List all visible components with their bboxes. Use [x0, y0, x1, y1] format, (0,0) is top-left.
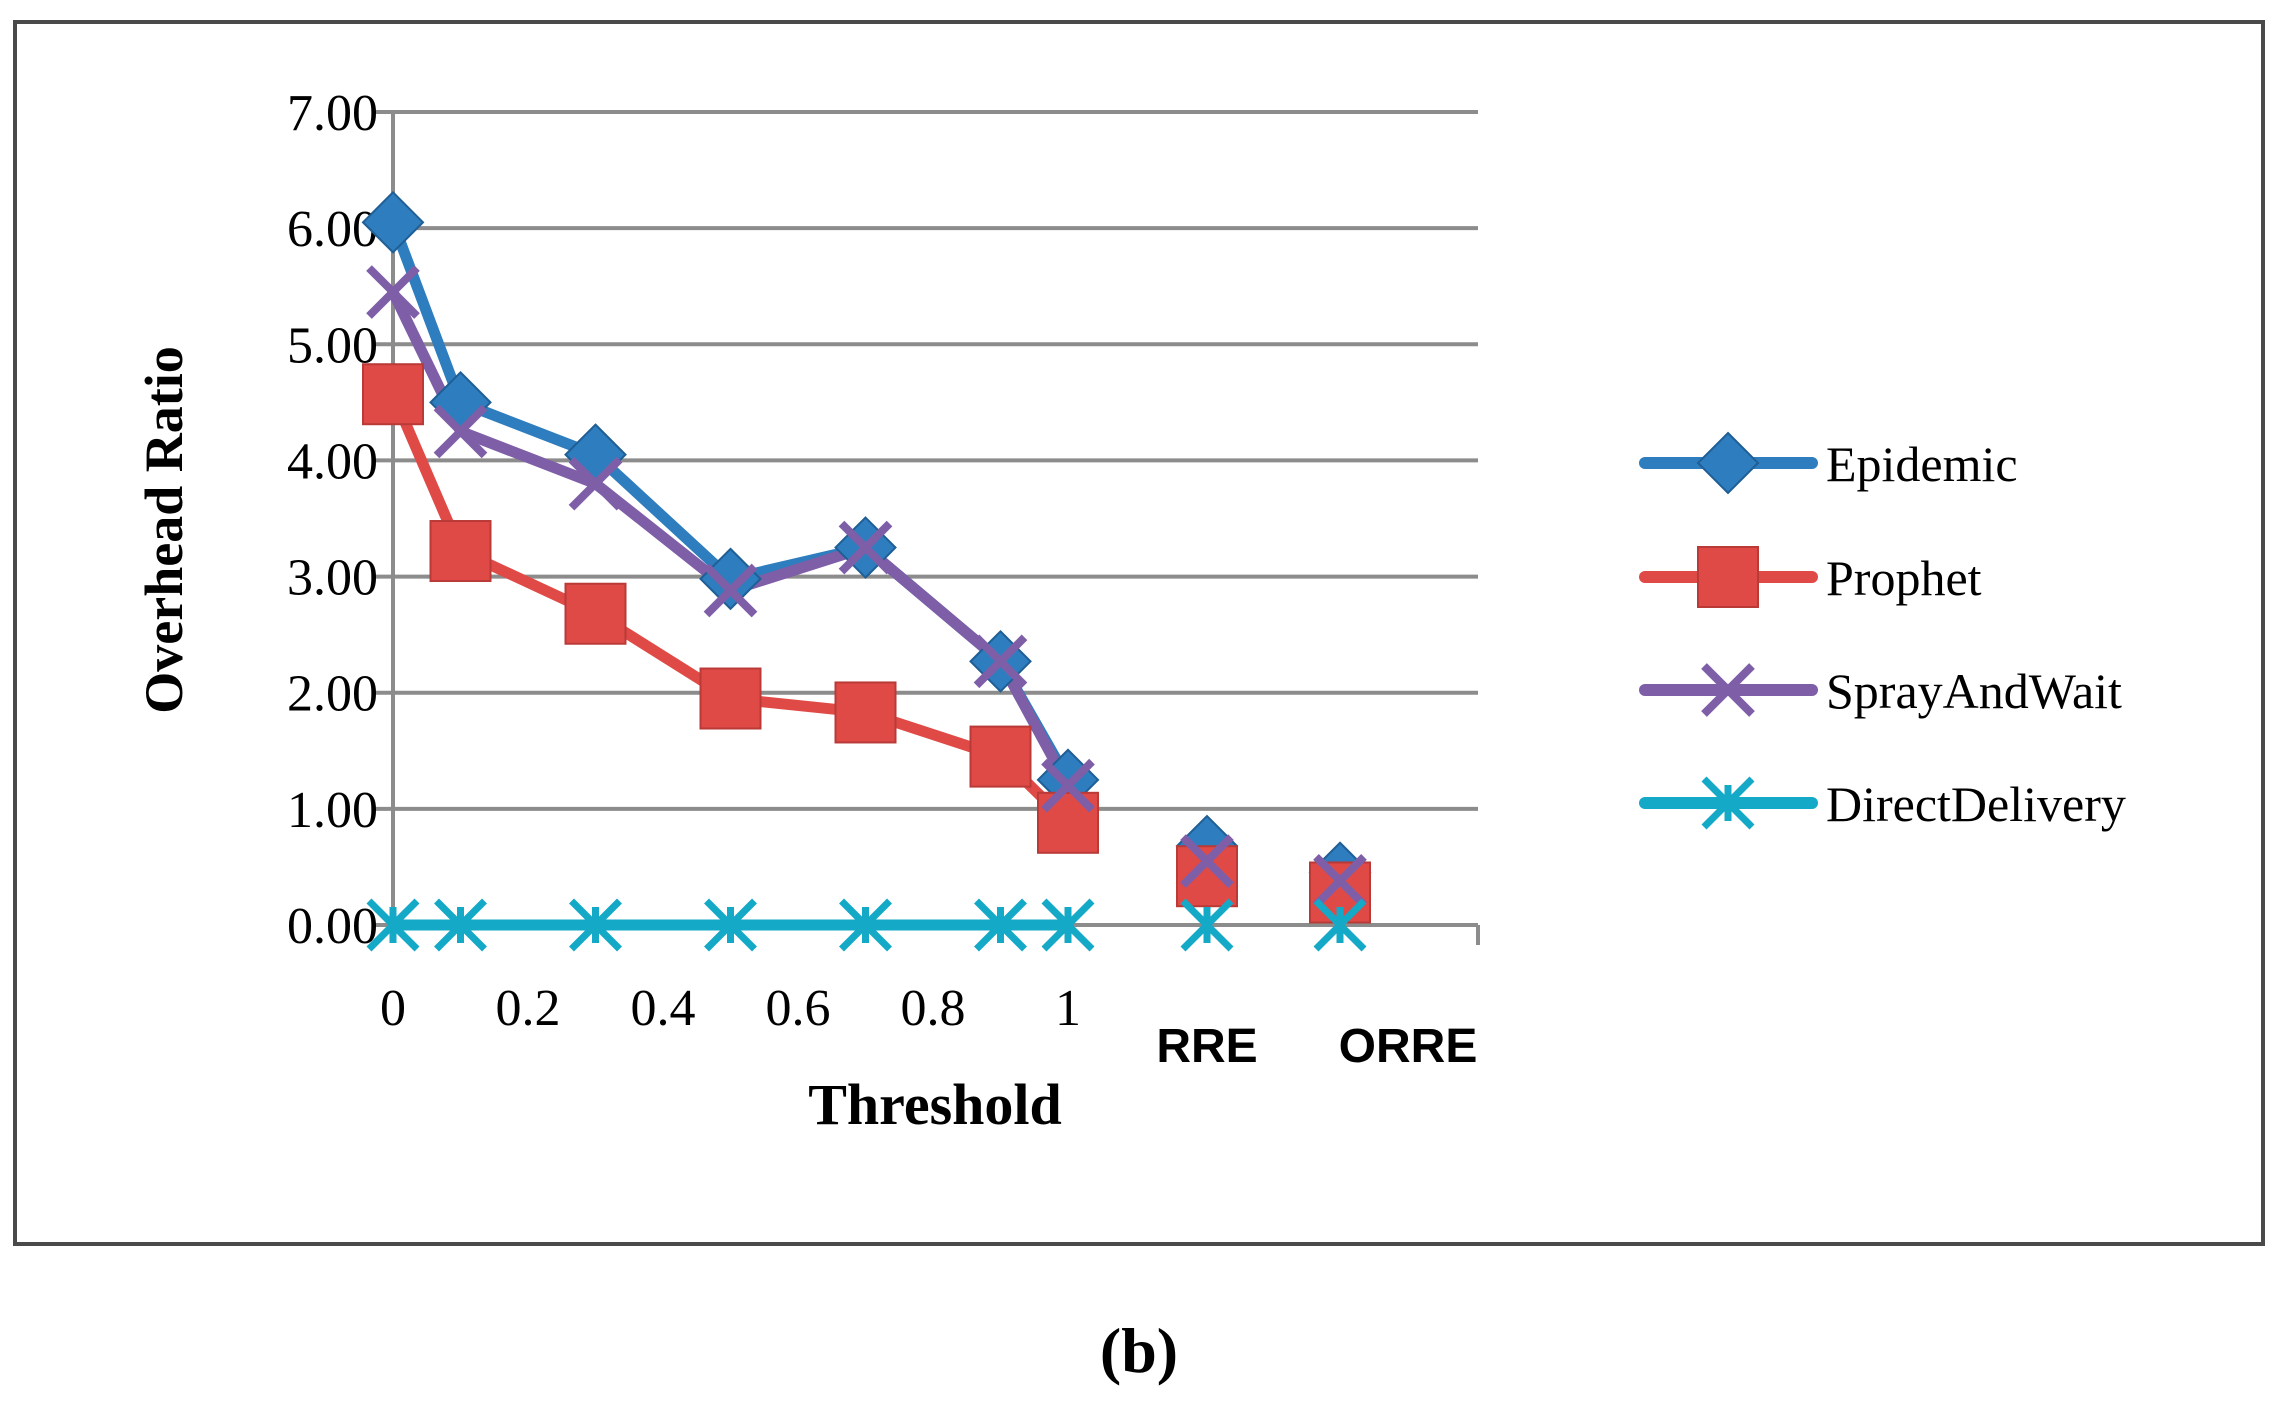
y-tick-label: 6.00 [287, 201, 378, 258]
x-tick-label: 0.6 [766, 980, 831, 1037]
marker-directdelivery-rre [1180, 898, 1234, 952]
marker-directdelivery [704, 898, 757, 952]
marker-directdelivery [434, 898, 487, 952]
x-tick-label: 1 [1055, 980, 1081, 1037]
legend-marker-epidemic [1696, 431, 1760, 495]
marker-prophet [362, 363, 424, 426]
legend-item-sprayandwait: SprayAndWait [1639, 663, 2122, 719]
legend-item-epidemic: Epidemic [1639, 431, 2018, 495]
marker-sprayandwait [366, 265, 420, 319]
y-tick-label: 1.00 [287, 782, 378, 839]
x-axis-label: Threshold [808, 1072, 1062, 1137]
marker-prophet [564, 582, 627, 645]
legend-item-directdelivery: DirectDelivery [1639, 776, 2126, 832]
y-tick-label: 2.00 [287, 666, 378, 723]
marker-directdelivery [1041, 898, 1095, 952]
marker-directdelivery [366, 898, 420, 952]
y-tick-label: 4.00 [287, 433, 378, 490]
marker-sprayandwait [838, 520, 893, 575]
legend: Epidemic Prophet SprayAndWait DirectDeliver… [1639, 431, 2126, 832]
marker-prophet [429, 520, 492, 583]
marker-directdelivery [974, 898, 1027, 952]
marker-sprayandwait [433, 404, 488, 459]
legend-marker-sprayandwait [1701, 663, 1755, 717]
y-tick-label: 3.00 [287, 550, 378, 607]
marker-directdelivery-orre [1313, 898, 1367, 952]
x-tick-label: 0 [380, 980, 406, 1037]
y-tick-labels: 0.001.002.003.004.005.006.007.00 [287, 85, 378, 955]
figure-caption: (b) [1100, 1315, 1178, 1386]
marker-prophet-rre [1176, 845, 1238, 908]
legend-label-prophet: Prophet [1826, 550, 1982, 606]
marker-sprayandwait-orre [1313, 854, 1367, 908]
grid-lines [373, 110, 1478, 927]
marker-sprayandwait [973, 634, 1028, 689]
marker-sprayandwait [1041, 758, 1095, 813]
marker-prophet [834, 681, 897, 744]
category-label-orre: ORRE [1339, 1020, 1478, 1073]
legend-marker-directdelivery [1701, 776, 1755, 830]
marker-prophet [969, 725, 1032, 788]
x-tick-labels: 0 0.2 0.4 0.6 0.8 1 RRE ORRE [380, 980, 1477, 1073]
legend-marker-prophet [1697, 546, 1759, 608]
series-markers [361, 190, 1372, 952]
y-tick-label: 0.00 [287, 898, 378, 955]
marker-directdelivery [569, 898, 622, 952]
x-tick-label: 0.8 [901, 980, 966, 1037]
marker-directdelivery [839, 898, 892, 952]
y-axis-label: Overhead Ratio [134, 346, 194, 713]
legend-label-directdelivery: DirectDelivery [1826, 776, 2126, 832]
legend-item-prophet: Prophet [1639, 546, 1982, 608]
x-tick-label: 0.2 [496, 980, 561, 1037]
marker-sprayandwait [568, 456, 623, 511]
marker-sprayandwait-rre [1180, 834, 1234, 888]
y-tick-label: 7.00 [287, 85, 378, 142]
legend-label-epidemic: Epidemic [1826, 436, 2018, 492]
legend-label-sprayandwait: SprayAndWait [1826, 663, 2122, 719]
category-label-rre: RRE [1156, 1020, 1257, 1073]
marker-sprayandwait [703, 563, 758, 618]
x-tick-label: 0.4 [631, 980, 696, 1037]
marker-epidemic [361, 190, 425, 254]
marker-prophet [699, 667, 762, 730]
